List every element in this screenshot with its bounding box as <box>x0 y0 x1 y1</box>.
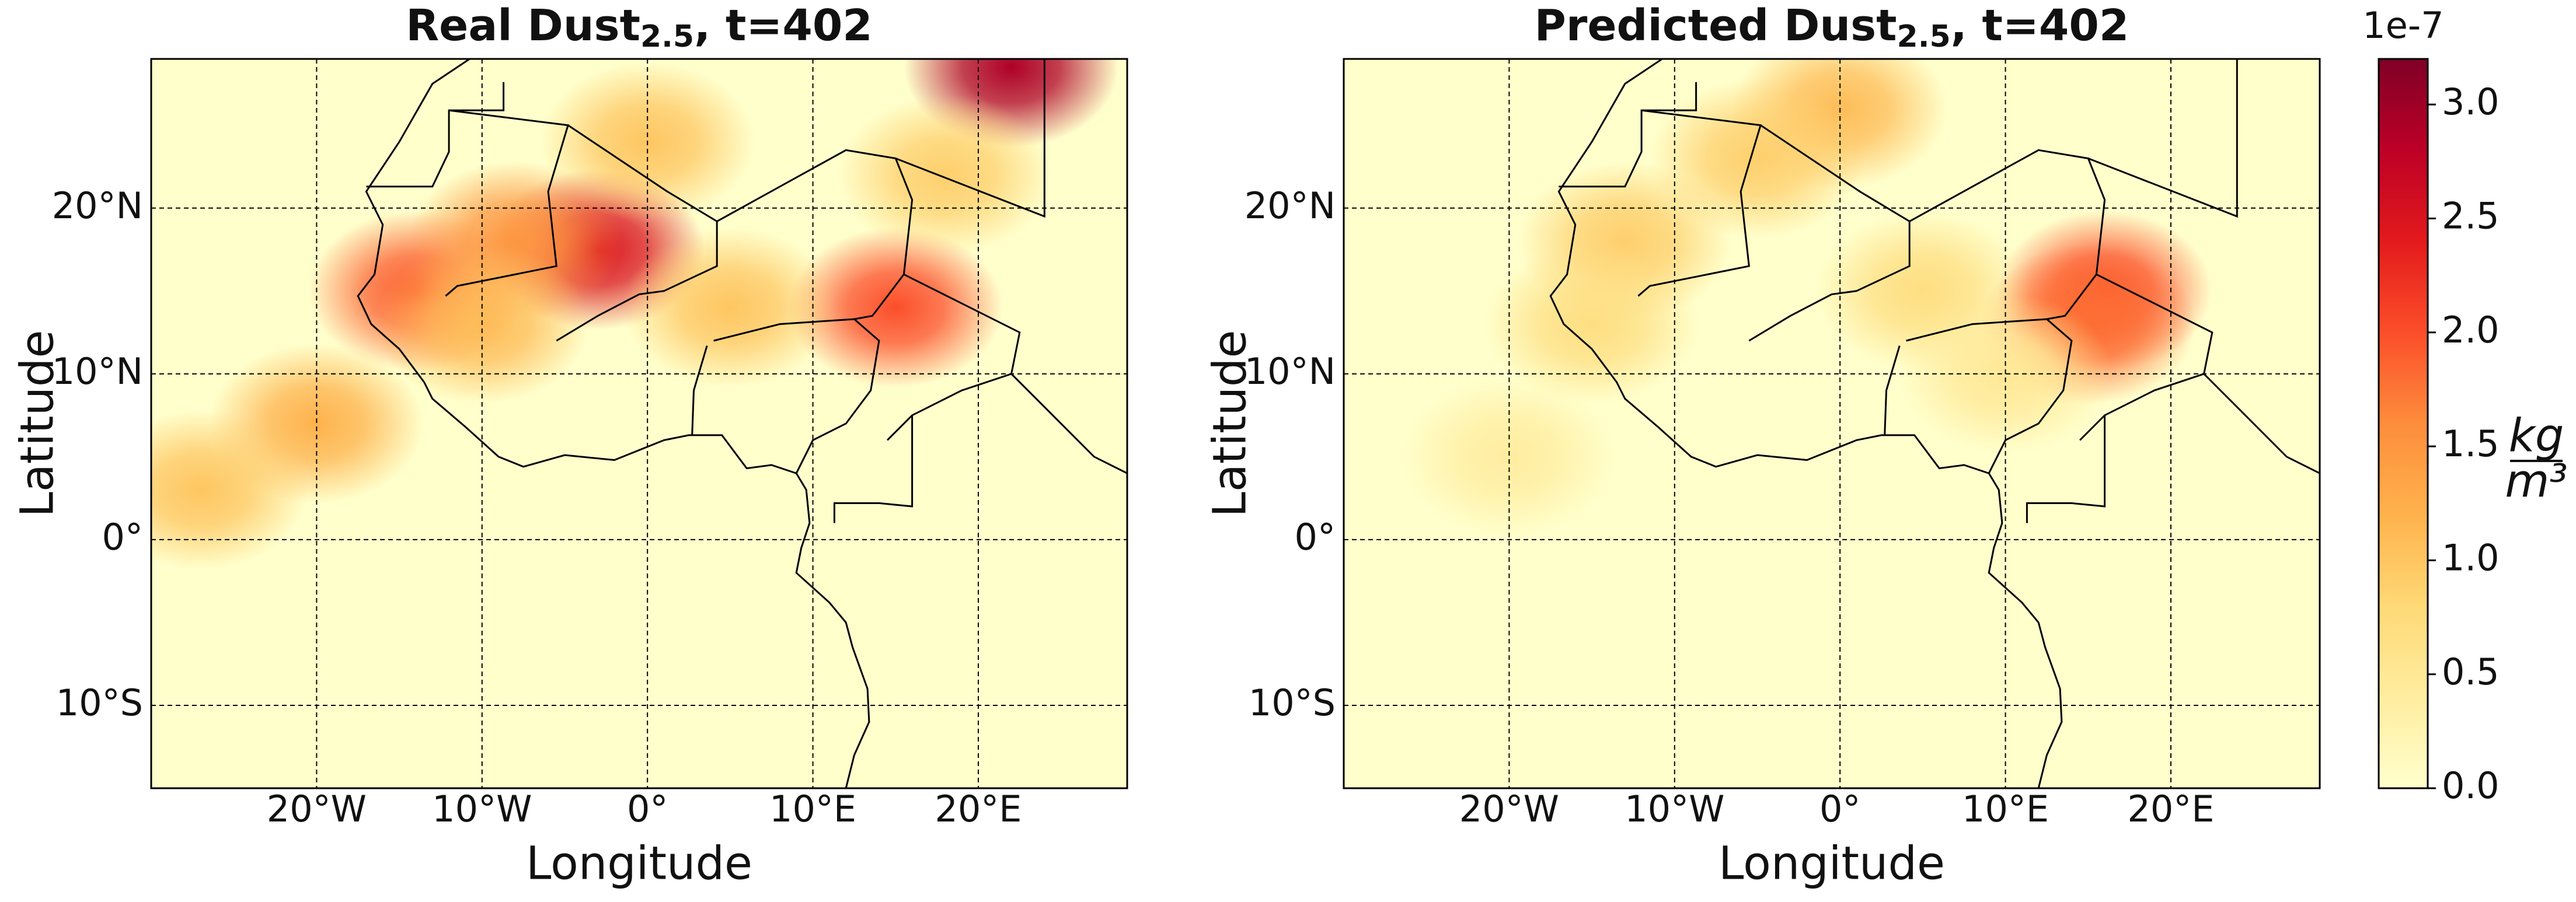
x-tick-label: 20°W <box>267 788 367 830</box>
x-tick-label: 10°W <box>432 788 532 830</box>
border <box>2079 273 2214 441</box>
axes-frame <box>150 58 1128 789</box>
dust-hotspot <box>622 227 838 388</box>
title-text: Real Dust <box>406 1 640 51</box>
dust-hotspot <box>838 95 1053 256</box>
dust-hotspot <box>1484 244 1700 405</box>
x-axis-label: Longitude <box>526 837 752 890</box>
dust-hotspot <box>1402 376 1617 537</box>
x-tick-label: 10°E <box>769 788 856 830</box>
map-panel <box>1344 59 2320 788</box>
y-axis-label: Latitude <box>11 330 64 517</box>
y-tick-label: 10°S <box>56 681 143 724</box>
x-tick-label: 20°W <box>1459 788 1559 830</box>
coastline <box>1549 59 2063 788</box>
colorbar-tick-label: 2.0 <box>2442 309 2500 351</box>
border <box>1988 318 2073 474</box>
x-tick-label: 20°E <box>2127 788 2214 830</box>
x-tick-label: 0° <box>627 788 668 830</box>
y-tick-label: 0° <box>102 516 143 558</box>
colorbar-tick-label: 3.0 <box>2442 81 2500 123</box>
coastline <box>357 59 870 788</box>
title-text: , t=402 <box>1951 1 2129 51</box>
border <box>1748 124 1911 342</box>
x-tick-label: 10°W <box>1625 788 1724 830</box>
dust-hotspot <box>151 410 308 571</box>
border <box>895 59 1045 218</box>
colorbar-tick-label: 0.5 <box>2442 651 2500 693</box>
y-tick-label: 0° <box>1295 516 1336 558</box>
border <box>795 318 880 474</box>
border <box>691 345 708 435</box>
colorbar-offset: 1e-7 <box>2362 4 2443 47</box>
border <box>2203 373 2320 474</box>
border <box>366 82 505 188</box>
border <box>833 415 914 523</box>
y-tick-label: 10°N <box>52 350 143 393</box>
colorbar <box>2378 58 2429 789</box>
map-panel <box>151 59 1127 788</box>
title-subscript: 2.5 <box>640 19 694 54</box>
axes-frame <box>1343 58 2321 789</box>
title-text: , t=402 <box>694 1 873 51</box>
unit-numerator: kg <box>2509 410 2564 462</box>
dust-hotspot <box>788 227 1003 388</box>
colorbar-tick-label: 1.5 <box>2442 422 2500 465</box>
title-subscript: 2.5 <box>1897 19 1951 54</box>
y-tick-label: 20°N <box>52 184 143 227</box>
unit-denominator: m³ <box>2505 455 2567 508</box>
border <box>1559 82 1697 188</box>
panel-title: Predicted Dust2.5, t=402 <box>1535 1 2129 55</box>
border <box>2087 59 2238 218</box>
border <box>887 273 1021 441</box>
y-tick-label: 10°N <box>1245 350 1336 393</box>
border <box>1884 345 1901 435</box>
border <box>2026 415 2106 523</box>
x-tick-label: 10°E <box>1962 788 2049 830</box>
border <box>1637 109 1762 297</box>
y-axis-label: Latitude <box>1204 330 1256 517</box>
y-tick-label: 10°S <box>1249 681 1336 724</box>
x-tick-label: 20°E <box>935 788 1022 830</box>
colorbar-tick-label: 2.5 <box>2442 195 2500 237</box>
title-text: Predicted Dust <box>1535 1 1897 51</box>
y-tick-label: 20°N <box>1245 184 1336 227</box>
x-tick-label: 0° <box>1819 788 1860 830</box>
border <box>445 109 570 297</box>
border <box>1010 373 1127 474</box>
panel-title: Real Dust2.5, t=402 <box>406 1 873 55</box>
border <box>556 124 718 342</box>
x-axis-label: Longitude <box>1719 837 1945 890</box>
colorbar-tick-label: 1.0 <box>2442 536 2500 579</box>
colorbar-tick-label: 0.0 <box>2442 764 2500 807</box>
